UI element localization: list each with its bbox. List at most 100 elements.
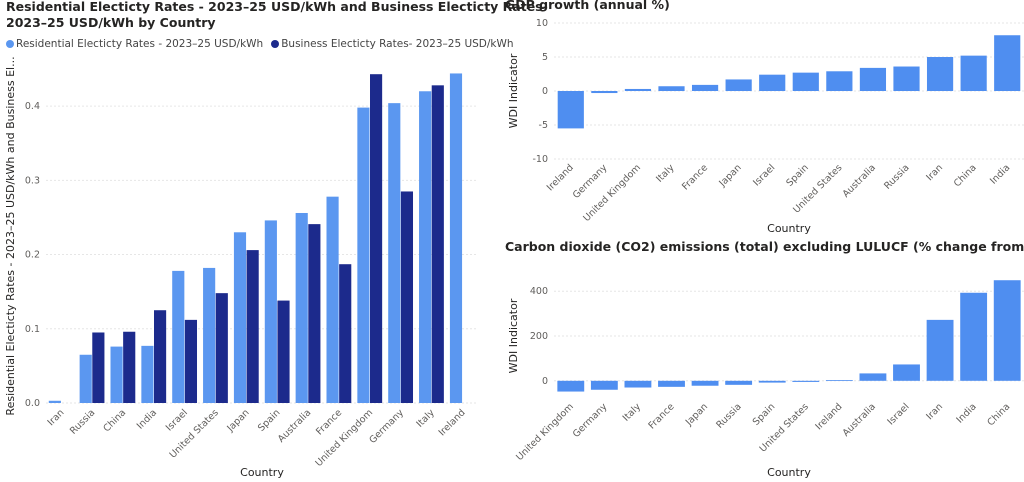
x-tick-label: India	[954, 401, 978, 425]
bar-australia	[859, 67, 887, 91]
x-tick-label: Israel	[164, 407, 190, 433]
y-tick-label: 0.0	[25, 398, 40, 409]
bar-china-s2	[123, 331, 136, 403]
legend-business-dot	[271, 40, 280, 48]
x-tick-label: Italy	[654, 162, 677, 185]
bar-iran-s1	[48, 400, 61, 403]
bar-united-kingdom	[557, 380, 585, 392]
x-tick-label: Ireland	[545, 162, 576, 193]
y-tick-label: 0.2	[25, 250, 40, 261]
x-tick-label: Italy	[414, 407, 437, 430]
bar-australia	[859, 373, 887, 381]
bar-india	[994, 35, 1021, 91]
x-tick-label: Iran	[924, 162, 945, 183]
bar-italy-s1	[419, 91, 432, 404]
legend-business-label: Business Electicty Rates- 2023–25 USD/kW…	[281, 38, 514, 50]
bar-france	[658, 380, 685, 387]
x-axis-title: Country	[240, 466, 284, 479]
bar-iran	[926, 57, 954, 91]
legend-residential-dot	[6, 40, 14, 48]
bar-israel-s2	[184, 319, 198, 403]
chart1-plot: 0.0 0.1 0.2 0.3 0.4 Iran Russia China India Israe…	[4, 56, 478, 479]
x-tick-label: Iran	[46, 407, 67, 428]
bar-germany	[591, 91, 618, 94]
x-tick-label: Spain	[751, 401, 778, 428]
chart2-title: GDP growth (annual %)	[505, 0, 670, 12]
x-tick-label: China	[952, 162, 979, 189]
bar-italy-s2	[431, 85, 444, 403]
x-tick-label: Ireland	[437, 407, 468, 438]
x-tick-label: Spain	[256, 407, 283, 434]
bar-germany-s1	[388, 103, 401, 404]
bar-ireland-s1	[449, 73, 463, 403]
bar-japan-s2	[246, 250, 259, 403]
bar-india-s2	[154, 310, 167, 403]
bar-united-kingdom-s2	[370, 74, 383, 403]
chart1-title-line1: Residential Electicty Rates - 2023–25 US…	[6, 0, 548, 14]
x-tick-label: Australia	[276, 407, 313, 444]
y-axis-title: Residential Electicty Rates - 2023–25 US…	[4, 56, 17, 415]
x-tick-label: Spain	[784, 162, 811, 189]
legend-residential-label: Residential Electicty Rates - 2023–25 US…	[16, 38, 264, 50]
bar-united-states-s1	[203, 267, 216, 403]
bar-spain	[792, 72, 819, 91]
x-tick-label: Israel	[885, 401, 911, 427]
bar-israel-s1	[172, 270, 185, 403]
x-tick-label: Australia	[841, 162, 878, 199]
bar-china	[960, 55, 987, 91]
bar-china	[993, 280, 1021, 381]
bar-ireland	[557, 91, 584, 129]
x-tick-label: Japan	[717, 162, 744, 189]
y-tick-label: 0.4	[25, 101, 40, 112]
chart3-title: Carbon dioxide (CO2) emissions (total) e…	[505, 239, 1024, 254]
electricity-rates-chart: Residential Electicty Rates - 2023–25 US…	[0, 0, 548, 482]
bar-united-kingdom	[624, 88, 652, 91]
y-tick-label: 0	[542, 86, 548, 97]
x-tick-label: United Kingdom	[313, 407, 375, 469]
bar-germany-s2	[400, 191, 414, 403]
x-tick-label: Russia	[68, 407, 97, 436]
y-tick-label: 0.3	[25, 175, 40, 186]
bar-italy	[624, 380, 652, 388]
bar-russia	[893, 66, 920, 91]
chart1-legend: Residential Electicty Rates - 2023–25 US…	[6, 38, 522, 50]
x-tick-label: France	[680, 162, 710, 192]
bar-spain-s2	[277, 300, 290, 403]
x-tick-label: Japan	[224, 407, 251, 434]
bar-japan	[691, 380, 719, 386]
bar-israel	[893, 364, 920, 381]
bar-germany	[590, 380, 618, 390]
x-tick-label: Germany	[571, 401, 610, 440]
chart1-title-line2: 2023–25 USD/kWh by Country	[6, 15, 216, 30]
y-tick-label: 0.1	[25, 324, 40, 335]
x-tick-label: France	[314, 407, 344, 437]
x-tick-label: Italy	[621, 401, 644, 424]
bar-australia-s2	[308, 224, 321, 403]
bar-australia-s1	[295, 212, 308, 403]
bar-italy	[658, 86, 685, 91]
y-tick-label: 0	[542, 376, 548, 387]
x-tick-label: India	[135, 407, 159, 431]
bar-china-s1	[110, 346, 123, 403]
bar-united-states	[792, 380, 820, 382]
x-tick-label: France	[647, 401, 677, 431]
bar-india-s1	[141, 345, 154, 403]
legend-item-business[interactable]: Business Electicty Rates- 2023–25 USD/kW…	[271, 38, 514, 50]
bar-ireland	[825, 380, 853, 381]
y-tick-label: 400	[530, 286, 548, 297]
y-tick-label: 10	[536, 18, 548, 29]
y-axis-title: WDI Indicator	[507, 53, 520, 128]
x-axis-title: Country	[767, 466, 811, 479]
bar-japan	[725, 79, 752, 91]
legend-item-residential[interactable]: Residential Electicty Rates - 2023–25 US…	[6, 38, 263, 50]
bar-iran	[926, 319, 954, 381]
x-tick-label: China	[101, 407, 128, 434]
co2-emissions-chart: Carbon dioxide (CO2) emissions (total) e…	[500, 240, 1024, 482]
y-tick-label: -10	[532, 154, 548, 165]
bar-france-s2	[339, 264, 352, 403]
x-tick-label: Australia	[841, 401, 878, 438]
x-axis-title: Country	[767, 222, 811, 235]
bar-russia-s1	[79, 354, 92, 403]
